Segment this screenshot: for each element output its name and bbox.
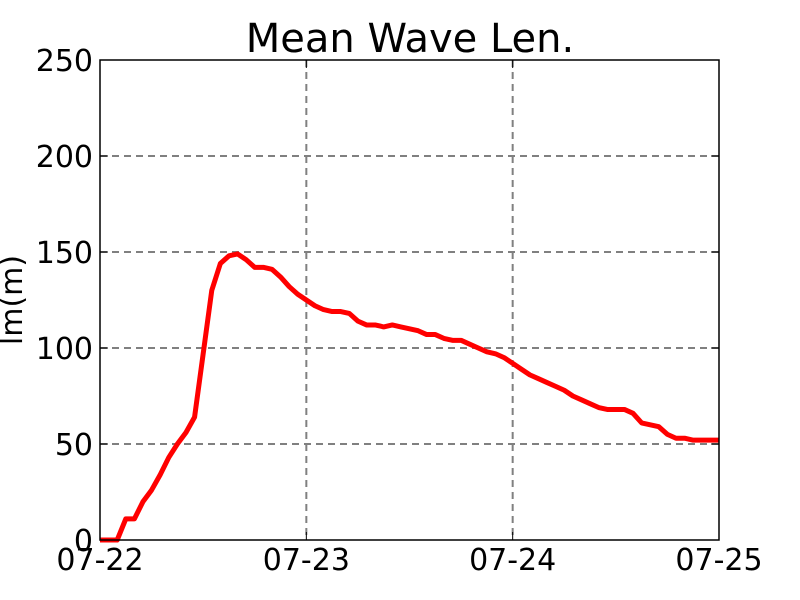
y-tick-labels: 0 50 100 150 200 250 (36, 44, 93, 559)
series-line-group (100, 251, 719, 543)
y-tick-label: 200 (36, 140, 93, 175)
grid-lines (100, 60, 719, 540)
x-tick-labels: 07-22 07-23 07-24 07-25 (56, 543, 762, 578)
y-tick-label: 150 (36, 236, 93, 271)
x-tick-label: 07-25 (675, 543, 762, 578)
plot-frame (99, 59, 720, 541)
x-tick-label: 07-24 (469, 543, 556, 578)
x-tick-label: 07-23 (263, 543, 350, 578)
y-tick-label: 0 (74, 524, 93, 559)
y-axis-label: lm(m) (0, 255, 30, 345)
x-tick-label: 07-22 (56, 543, 143, 578)
y-tick-label: 100 (36, 332, 93, 367)
tick-marks (99, 59, 720, 541)
y-tick-label: 50 (55, 428, 93, 463)
y-tick-label: 250 (36, 44, 93, 79)
series-line (100, 251, 719, 543)
chart-title: Mean Wave Len. (246, 16, 574, 62)
